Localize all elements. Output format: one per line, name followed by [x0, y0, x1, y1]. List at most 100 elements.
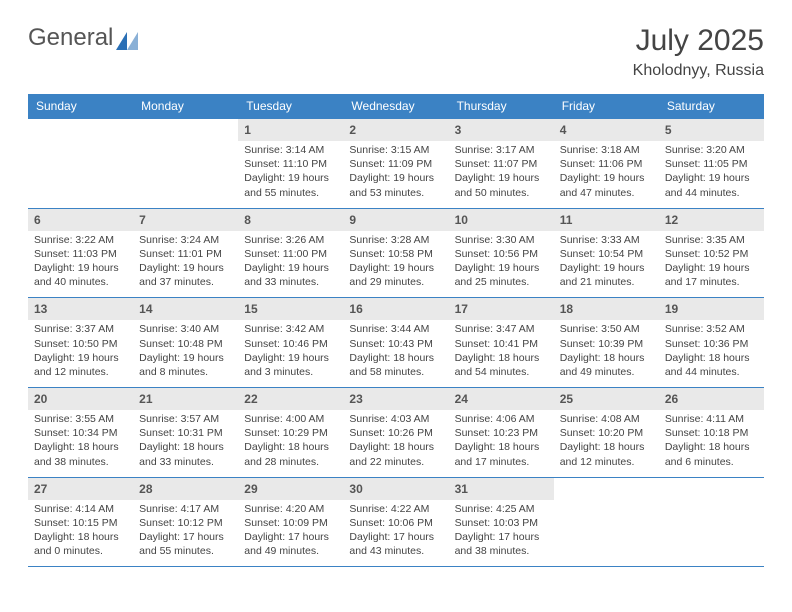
calendar-week-row: 13Sunrise: 3:37 AMSunset: 10:50 PMDaylig…	[28, 298, 764, 388]
logo-text-general: General	[28, 24, 113, 51]
day-info: Sunrise: 3:17 AMSunset: 11:07 PMDaylight…	[455, 143, 548, 200]
day-number: 7	[133, 209, 238, 231]
day-info: Sunrise: 3:42 AMSunset: 10:46 PMDaylight…	[244, 322, 337, 379]
day-info: Sunrise: 3:57 AMSunset: 10:31 PMDaylight…	[139, 412, 232, 469]
calendar-day-cell: 8Sunrise: 3:26 AMSunset: 11:00 PMDayligh…	[238, 208, 343, 298]
day-number: 1	[238, 119, 343, 141]
calendar-week-row: 6Sunrise: 3:22 AMSunset: 11:03 PMDayligh…	[28, 208, 764, 298]
day-number: 18	[554, 298, 659, 320]
calendar-day-cell: 31Sunrise: 4:25 AMSunset: 10:03 PMDaylig…	[449, 477, 554, 567]
location-label: Kholodnyy, Russia	[633, 62, 764, 80]
calendar-day-cell: 24Sunrise: 4:06 AMSunset: 10:23 PMDaylig…	[449, 388, 554, 478]
month-title: July 2025	[633, 24, 764, 58]
day-number: 9	[343, 209, 448, 231]
calendar-day-cell: 2Sunrise: 3:15 AMSunset: 11:09 PMDayligh…	[343, 119, 448, 209]
calendar-day-cell: 22Sunrise: 4:00 AMSunset: 10:29 PMDaylig…	[238, 388, 343, 478]
day-number: 14	[133, 298, 238, 320]
day-info: Sunrise: 3:26 AMSunset: 11:00 PMDaylight…	[244, 233, 337, 290]
day-info: Sunrise: 3:14 AMSunset: 11:10 PMDaylight…	[244, 143, 337, 200]
calendar-day-cell: 17Sunrise: 3:47 AMSunset: 10:41 PMDaylig…	[449, 298, 554, 388]
weekday-header-row: Sunday Monday Tuesday Wednesday Thursday…	[28, 94, 764, 119]
day-number: 10	[449, 209, 554, 231]
calendar-page: General Blue July 2025 Kholodnyy, Russia…	[0, 0, 792, 591]
day-info: Sunrise: 4:20 AMSunset: 10:09 PMDaylight…	[244, 502, 337, 559]
calendar-day-cell: 1Sunrise: 3:14 AMSunset: 11:10 PMDayligh…	[238, 119, 343, 209]
calendar-day-cell	[133, 119, 238, 209]
day-info: Sunrise: 3:35 AMSunset: 10:52 PMDaylight…	[665, 233, 758, 290]
weekday-header: Monday	[133, 94, 238, 119]
day-info: Sunrise: 3:24 AMSunset: 11:01 PMDaylight…	[139, 233, 232, 290]
day-number: 19	[659, 298, 764, 320]
logo-text-blue: Blue	[0, 76, 64, 104]
calendar-day-cell: 18Sunrise: 3:50 AMSunset: 10:39 PMDaylig…	[554, 298, 659, 388]
calendar-day-cell: 23Sunrise: 4:03 AMSunset: 10:26 PMDaylig…	[343, 388, 448, 478]
calendar-day-cell: 16Sunrise: 3:44 AMSunset: 10:43 PMDaylig…	[343, 298, 448, 388]
day-info: Sunrise: 3:28 AMSunset: 10:58 PMDaylight…	[349, 233, 442, 290]
calendar-day-cell: 10Sunrise: 3:30 AMSunset: 10:56 PMDaylig…	[449, 208, 554, 298]
day-info: Sunrise: 4:08 AMSunset: 10:20 PMDaylight…	[560, 412, 653, 469]
day-number: 12	[659, 209, 764, 231]
day-info: Sunrise: 4:17 AMSunset: 10:12 PMDaylight…	[139, 502, 232, 559]
calendar-day-cell: 3Sunrise: 3:17 AMSunset: 11:07 PMDayligh…	[449, 119, 554, 209]
calendar-day-cell: 5Sunrise: 3:20 AMSunset: 11:05 PMDayligh…	[659, 119, 764, 209]
day-number: 24	[449, 388, 554, 410]
weekday-header: Tuesday	[238, 94, 343, 119]
day-info: Sunrise: 3:55 AMSunset: 10:34 PMDaylight…	[34, 412, 127, 469]
calendar-day-cell	[554, 477, 659, 567]
calendar-day-cell: 27Sunrise: 4:14 AMSunset: 10:15 PMDaylig…	[28, 477, 133, 567]
day-number: 11	[554, 209, 659, 231]
calendar-table: Sunday Monday Tuesday Wednesday Thursday…	[28, 94, 764, 567]
calendar-day-cell: 14Sunrise: 3:40 AMSunset: 10:48 PMDaylig…	[133, 298, 238, 388]
weekday-header: Saturday	[659, 94, 764, 119]
day-number: 20	[28, 388, 133, 410]
day-info: Sunrise: 4:03 AMSunset: 10:26 PMDaylight…	[349, 412, 442, 469]
calendar-day-cell: 9Sunrise: 3:28 AMSunset: 10:58 PMDayligh…	[343, 208, 448, 298]
title-block: July 2025 Kholodnyy, Russia	[633, 24, 764, 80]
calendar-day-cell: 7Sunrise: 3:24 AMSunset: 11:01 PMDayligh…	[133, 208, 238, 298]
day-info: Sunrise: 3:22 AMSunset: 11:03 PMDaylight…	[34, 233, 127, 290]
day-info: Sunrise: 4:14 AMSunset: 10:15 PMDaylight…	[34, 502, 127, 559]
day-number: 5	[659, 119, 764, 141]
day-info: Sunrise: 4:25 AMSunset: 10:03 PMDaylight…	[455, 502, 548, 559]
calendar-day-cell: 11Sunrise: 3:33 AMSunset: 10:54 PMDaylig…	[554, 208, 659, 298]
logo: General Blue	[28, 24, 140, 80]
calendar-day-cell: 26Sunrise: 4:11 AMSunset: 10:18 PMDaylig…	[659, 388, 764, 478]
calendar-day-cell: 12Sunrise: 3:35 AMSunset: 10:52 PMDaylig…	[659, 208, 764, 298]
day-number: 30	[343, 478, 448, 500]
day-info: Sunrise: 4:00 AMSunset: 10:29 PMDaylight…	[244, 412, 337, 469]
day-info: Sunrise: 3:52 AMSunset: 10:36 PMDaylight…	[665, 322, 758, 379]
calendar-day-cell: 29Sunrise: 4:20 AMSunset: 10:09 PMDaylig…	[238, 477, 343, 567]
day-number: 23	[343, 388, 448, 410]
calendar-day-cell: 28Sunrise: 4:17 AMSunset: 10:12 PMDaylig…	[133, 477, 238, 567]
calendar-week-row: 27Sunrise: 4:14 AMSunset: 10:15 PMDaylig…	[28, 477, 764, 567]
day-number: 8	[238, 209, 343, 231]
calendar-day-cell: 6Sunrise: 3:22 AMSunset: 11:03 PMDayligh…	[28, 208, 133, 298]
day-info: Sunrise: 3:15 AMSunset: 11:09 PMDaylight…	[349, 143, 442, 200]
day-info: Sunrise: 3:50 AMSunset: 10:39 PMDaylight…	[560, 322, 653, 379]
day-info: Sunrise: 3:37 AMSunset: 10:50 PMDaylight…	[34, 322, 127, 379]
calendar-day-cell: 19Sunrise: 3:52 AMSunset: 10:36 PMDaylig…	[659, 298, 764, 388]
day-number: 6	[28, 209, 133, 231]
day-info: Sunrise: 4:06 AMSunset: 10:23 PMDaylight…	[455, 412, 548, 469]
day-number: 25	[554, 388, 659, 410]
calendar-week-row: 20Sunrise: 3:55 AMSunset: 10:34 PMDaylig…	[28, 388, 764, 478]
day-number: 16	[343, 298, 448, 320]
calendar-day-cell: 13Sunrise: 3:37 AMSunset: 10:50 PMDaylig…	[28, 298, 133, 388]
day-number: 22	[238, 388, 343, 410]
day-number: 27	[28, 478, 133, 500]
day-number: 21	[133, 388, 238, 410]
calendar-day-cell	[659, 477, 764, 567]
day-number: 17	[449, 298, 554, 320]
calendar-week-row: 1Sunrise: 3:14 AMSunset: 11:10 PMDayligh…	[28, 119, 764, 209]
calendar-day-cell: 21Sunrise: 3:57 AMSunset: 10:31 PMDaylig…	[133, 388, 238, 478]
day-number: 13	[28, 298, 133, 320]
weekday-header: Friday	[554, 94, 659, 119]
day-number: 3	[449, 119, 554, 141]
day-info: Sunrise: 3:20 AMSunset: 11:05 PMDaylight…	[665, 143, 758, 200]
day-number: 31	[449, 478, 554, 500]
day-number: 4	[554, 119, 659, 141]
day-info: Sunrise: 3:30 AMSunset: 10:56 PMDaylight…	[455, 233, 548, 290]
weekday-header: Wednesday	[343, 94, 448, 119]
day-info: Sunrise: 3:33 AMSunset: 10:54 PMDaylight…	[560, 233, 653, 290]
calendar-day-cell: 30Sunrise: 4:22 AMSunset: 10:06 PMDaylig…	[343, 477, 448, 567]
